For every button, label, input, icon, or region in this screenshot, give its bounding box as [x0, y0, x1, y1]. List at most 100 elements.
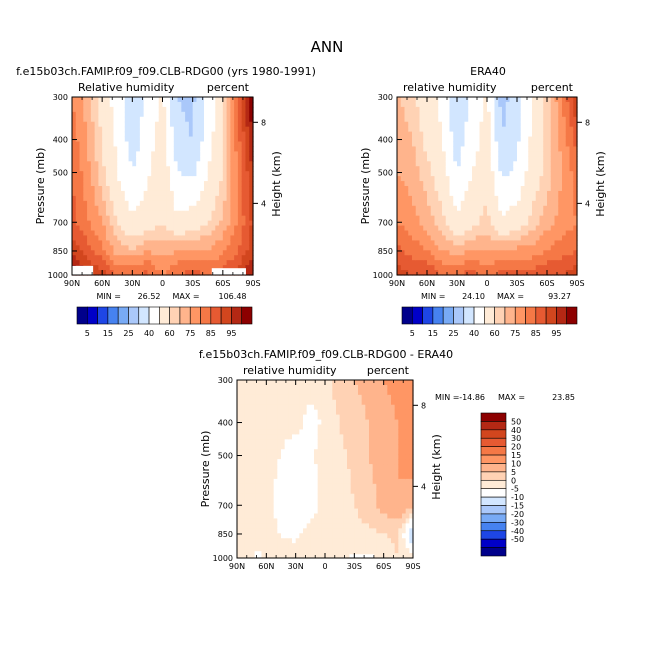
- heatmap-cell: [321, 424, 326, 431]
- heatmap-cell: [361, 528, 366, 534]
- heatmap-cell: [94, 195, 99, 202]
- heatmap-cell: [532, 265, 537, 271]
- heatmap-cell: [266, 498, 271, 505]
- heatmap-cell: [532, 146, 537, 152]
- heatmap-cell: [397, 166, 402, 172]
- heatmap-cell: [170, 161, 175, 167]
- heatmap-cell: [372, 409, 377, 416]
- heatmap-cell: [219, 225, 224, 232]
- heatmap-cell: [147, 146, 152, 152]
- heatmap-cell: [472, 176, 477, 182]
- heatmap-cell: [419, 190, 424, 197]
- heatmap-cell: [369, 429, 374, 435]
- heatmap-cell: [404, 240, 409, 246]
- heatmap-cell: [502, 210, 507, 217]
- heatmap-cell: [372, 553, 377, 559]
- heatmap-cell: [132, 250, 137, 256]
- heatmap-cell: [117, 166, 122, 172]
- heatmap-cell: [207, 111, 213, 118]
- heatmap-cell: [472, 126, 477, 133]
- heatmap-cell: [569, 156, 574, 162]
- heatmap-cell: [277, 493, 282, 500]
- heatmap-cell: [430, 126, 436, 133]
- heatmap-cell: [404, 126, 409, 133]
- heatmap-cell: [113, 146, 118, 152]
- heatmap-cell: [427, 156, 432, 162]
- heatmap-cell: [550, 126, 556, 133]
- heatmap-cell: [251, 533, 256, 539]
- heatmap-cell: [158, 101, 164, 108]
- heatmap-cell: [158, 161, 164, 167]
- heatmap-cell: [83, 195, 88, 202]
- heatmap-cell: [339, 493, 344, 500]
- heatmap-cell: [442, 250, 447, 256]
- heatmap-cell: [117, 235, 122, 241]
- heatmap-cell: [143, 101, 149, 108]
- heatmap-cell: [196, 255, 201, 261]
- heatmap-cell: [117, 176, 122, 182]
- heatmap-cell: [207, 205, 213, 212]
- heatmap-cell: [241, 176, 247, 182]
- heatmap-cell: [438, 190, 443, 197]
- heatmap-cell: [139, 111, 145, 118]
- heatmap-cell: [434, 166, 439, 172]
- heatmap-cell: [79, 151, 84, 157]
- heatmap-cell: [147, 245, 152, 251]
- heatmap-cell: [325, 553, 330, 559]
- heatmap-cell: [550, 230, 556, 237]
- heatmap-cell: [295, 523, 300, 529]
- heatmap-cell: [490, 215, 496, 222]
- heatmap-cell: [365, 404, 370, 411]
- heatmap-cell: [196, 111, 201, 118]
- heatmap-cell: [128, 270, 133, 276]
- heatmap-cell: [554, 166, 559, 172]
- heatmap-cell: [244, 513, 249, 520]
- heatmap-cell: [177, 141, 182, 148]
- heatmap-cell: [314, 473, 319, 480]
- heatmap-cell: [273, 488, 278, 495]
- heatmap-cell: [79, 146, 84, 152]
- heatmap-cell: [117, 146, 122, 152]
- heatmap-cell: [472, 156, 477, 162]
- heatmap-cell: [158, 260, 164, 266]
- heatmap-cell: [121, 97, 126, 103]
- heatmap-cell: [151, 186, 156, 192]
- heatmap-cell: [251, 488, 256, 495]
- heatmap-cell: [83, 116, 88, 123]
- heatmap-cell: [535, 121, 541, 128]
- heatmap-cell: [87, 151, 92, 157]
- heatmap-cell: [273, 508, 278, 515]
- heatmap-cell: [449, 215, 454, 222]
- heatmap-cell: [415, 255, 421, 261]
- heatmap-cell: [240, 389, 245, 396]
- heatmap-cell: [158, 151, 164, 157]
- heatmap-cell: [109, 151, 115, 157]
- heatmap-cell: [185, 195, 190, 202]
- heatmap-cell: [445, 156, 451, 162]
- heatmap-cell: [498, 101, 503, 108]
- heatmap-cell: [90, 245, 96, 251]
- heatmap-cell: [475, 186, 481, 192]
- heatmap-cell: [543, 200, 548, 207]
- heatmap-cell: [449, 141, 454, 148]
- heatmap-cell: [136, 225, 141, 232]
- heatmap-cell: [284, 493, 289, 500]
- heatmap-cell: [270, 404, 275, 411]
- heatmap-cell: [273, 434, 278, 440]
- heatmap-cell: [192, 161, 198, 167]
- heatmap-cell: [350, 394, 355, 401]
- heatmap-cell: [259, 404, 264, 411]
- heatmap-cell: [299, 508, 304, 515]
- heatmap-cell: [434, 141, 439, 148]
- heatmap-cell: [170, 260, 175, 266]
- heatmap-cell: [288, 473, 293, 480]
- heatmap-cell: [442, 205, 447, 212]
- heatmap-cell: [273, 384, 278, 391]
- heatmap-cell: [397, 230, 402, 237]
- heatmap-cell: [419, 250, 424, 256]
- heatmap-cell: [332, 508, 337, 515]
- heatmap-cell: [200, 195, 205, 202]
- heatmap-cell: [234, 156, 239, 162]
- heatmap-cell: [255, 399, 260, 406]
- heatmap-cell: [490, 146, 496, 152]
